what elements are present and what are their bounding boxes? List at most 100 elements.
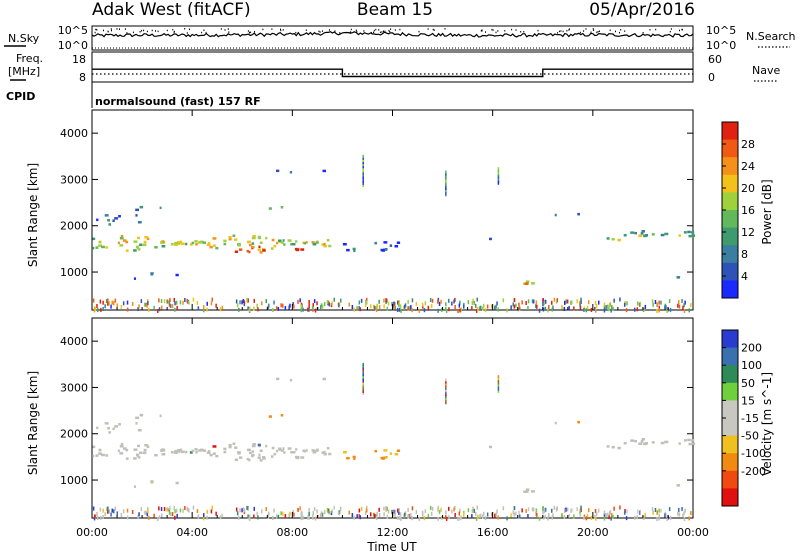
- nsky-spike: [116, 28, 118, 30]
- nsky-spike: [188, 28, 190, 31]
- nsky-spike: [590, 31, 592, 33]
- power-cell: [299, 298, 301, 303]
- velocity-cell: [223, 447, 227, 451]
- power-cell: [114, 298, 117, 303]
- nsky-spike: [203, 29, 205, 31]
- velocity-cell: [588, 508, 590, 513]
- velocity-cell: [654, 508, 657, 512]
- power-cbar-segment: [722, 174, 738, 193]
- velocity-cell: [664, 440, 669, 444]
- velocity-cell: [238, 515, 240, 520]
- velocity-cell: [445, 390, 447, 394]
- power-cell: [373, 304, 375, 309]
- velocity-cell: [239, 508, 241, 513]
- power-cell: [133, 240, 138, 243]
- velocity-cell: [116, 511, 118, 516]
- power-cell: [142, 243, 147, 247]
- velocity-cell: [611, 446, 615, 449]
- velocity-cell: [144, 444, 149, 447]
- power-cell: [445, 189, 447, 193]
- velocity-cell: [421, 510, 424, 515]
- velocity-cell: [302, 515, 304, 520]
- power-cell: [590, 308, 593, 312]
- velocity-cell: [519, 514, 521, 519]
- station-title: Adak West (fitACF): [92, 0, 251, 20]
- power-cell: [376, 303, 378, 308]
- velocity-cbar-segment: [722, 418, 738, 437]
- power-cell: [445, 174, 447, 178]
- velocity-cell: [486, 512, 489, 517]
- power-cell: [688, 308, 690, 313]
- power-cell: [664, 305, 666, 310]
- nsky-spike: [126, 32, 128, 34]
- power-cell: [101, 245, 105, 249]
- power-cell: [191, 241, 195, 245]
- power-cell: [666, 309, 668, 313]
- power-cell: [321, 304, 324, 309]
- power-cell: [144, 236, 149, 239]
- power-cell: [223, 242, 227, 246]
- velocity-cell: [525, 509, 527, 513]
- velocity-cell: [594, 514, 596, 519]
- power-cell: [108, 223, 111, 226]
- velocity-cell: [548, 513, 550, 517]
- velocity-cell: [273, 452, 277, 456]
- velocity-cell: [438, 509, 441, 514]
- nsky-spike: [384, 30, 386, 33]
- power-cell: [403, 305, 405, 310]
- power-cell: [160, 241, 163, 244]
- velocity-cell: [159, 414, 162, 418]
- power-cell: [551, 300, 553, 305]
- velocity-cell: [215, 511, 217, 516]
- power-cell: [288, 305, 290, 310]
- velocity-cell: [391, 509, 393, 514]
- power-cell: [257, 307, 259, 312]
- velocity-cbar-tick-label: 100: [741, 359, 762, 372]
- velocity-cell: [573, 514, 575, 519]
- velocity-cell: [445, 515, 447, 520]
- power-cell: [291, 243, 296, 246]
- velocity-cell: [374, 449, 377, 453]
- nsky-spike: [523, 31, 525, 33]
- power-cell: [617, 238, 621, 242]
- nsky-spike: [305, 29, 307, 31]
- velocity-cell: [107, 509, 109, 514]
- power-cell: [610, 308, 612, 313]
- power-cell: [479, 306, 481, 311]
- power-cell: [544, 306, 547, 311]
- power-cell: [586, 305, 589, 310]
- power-cell: [477, 306, 479, 311]
- power-cell: [312, 303, 314, 308]
- velocity-cbar-segment: [722, 382, 738, 401]
- nsky-spike: [379, 31, 381, 34]
- power-cell: [202, 241, 207, 244]
- velocity-cell: [267, 514, 270, 519]
- velocity-cell: [107, 506, 109, 511]
- power-cell: [588, 300, 590, 305]
- velocity-cell: [362, 377, 364, 381]
- velocity-cell: [276, 377, 280, 381]
- power-cell: [119, 244, 124, 247]
- velocity-cell: [603, 513, 606, 517]
- power-cell: [120, 304, 123, 309]
- power-cell: [248, 250, 251, 254]
- velocity-cell: [352, 455, 356, 459]
- power-cell: [360, 298, 363, 303]
- ytick-label: 3000: [60, 381, 88, 394]
- velocity-cell: [258, 453, 261, 457]
- velocity-cell: [362, 371, 364, 375]
- velocity-cell: [532, 507, 535, 512]
- power-cell: [272, 308, 274, 312]
- power-cell: [331, 301, 333, 306]
- power-cell: [385, 298, 387, 303]
- nsky-spike: [319, 31, 321, 33]
- velocity-cell: [658, 513, 660, 518]
- velocity-cell: [212, 445, 217, 448]
- power-cell: [139, 243, 143, 246]
- power-cell: [171, 304, 174, 309]
- power-cell: [554, 213, 557, 217]
- velocity-cell: [660, 441, 665, 445]
- power-cell: [293, 304, 295, 309]
- velocity-cell: [137, 456, 141, 459]
- nsky-spike: [282, 29, 284, 31]
